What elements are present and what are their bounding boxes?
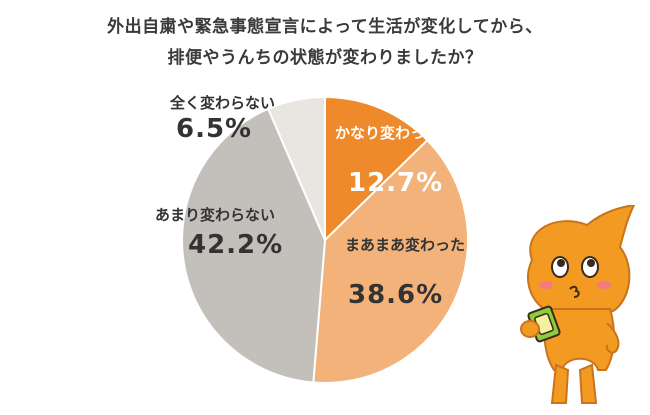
- slice-value-amari: 42.2%: [188, 230, 284, 260]
- pie-slice-amari: [181, 107, 327, 384]
- slice-value-maamaa: 38.6%: [348, 280, 444, 310]
- slice-label-maamaa: まあまあ変わった: [345, 236, 466, 254]
- pie-slice-maamaa: [312, 138, 469, 384]
- slice-value-kanari: 12.7%: [348, 168, 444, 198]
- slice-label-kanari: かなり変わった: [335, 124, 441, 142]
- pie-slice-mattaku: [266, 95, 326, 241]
- chart-title-line-1: 外出自粛や緊急事態宣言によって生活が変化してから、: [107, 17, 543, 37]
- slice-value-mattaku: 6.5%: [176, 114, 253, 144]
- pie-slice-kanari: [324, 95, 429, 243]
- slice-label-mattaku: 全く変わらない: [170, 94, 276, 112]
- orange-poop-mascot-icon: [520, 205, 636, 404]
- chart-title-line-2: 排便やうんちの状態が変わりましたか？: [167, 48, 483, 68]
- slice-label-amari: あまり変わらない: [155, 206, 276, 224]
